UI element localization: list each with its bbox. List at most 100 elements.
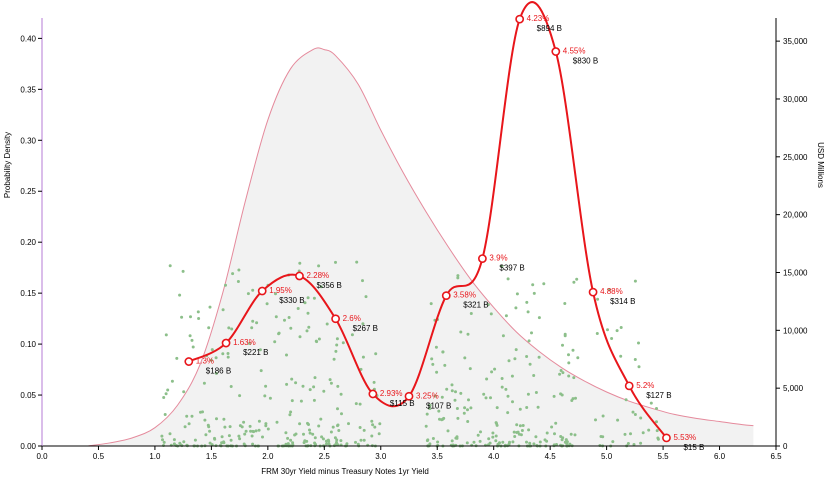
scatter-point-17 (242, 420, 246, 424)
scatter-point-267 (298, 335, 302, 339)
scatter-point-178 (302, 441, 306, 445)
scatter-point-199 (274, 292, 277, 296)
scatter-point-429 (512, 430, 516, 434)
scatter-point-323 (440, 395, 444, 399)
scatter-point-346 (558, 372, 562, 376)
scatter-point-113 (331, 425, 335, 429)
scatter-point-483 (520, 429, 524, 432)
scatter-point-99 (312, 398, 316, 402)
scatter-point-517 (606, 328, 609, 332)
density-line (87, 47, 754, 447)
scatter-point-42 (358, 402, 362, 406)
scatter-point-151 (264, 384, 268, 388)
scatter-point-416 (454, 390, 457, 394)
scatter-point-219 (361, 279, 364, 283)
scatter-point-522 (619, 326, 623, 329)
scatter-point-466 (431, 362, 435, 366)
scatter-point-212 (190, 414, 194, 418)
y-left-tick-label-5: 0.25 (20, 187, 36, 196)
scatter-point-412 (573, 433, 577, 437)
scatter-point-367 (515, 292, 519, 296)
scatter-point-510 (656, 437, 660, 441)
scatter-point-251 (238, 437, 242, 441)
scatter-point-493 (629, 432, 632, 436)
scatter-point-28 (251, 288, 255, 292)
scatter-point-195 (227, 434, 231, 438)
scatter-point-272 (354, 402, 358, 406)
point-pct-label-11: 4.88% (600, 287, 623, 296)
scatter-point-440 (538, 440, 542, 444)
scatter-point-501 (631, 410, 635, 414)
scatter-point-373 (426, 438, 430, 442)
scatter-point-398 (450, 439, 454, 443)
scatter-point-53 (258, 348, 262, 352)
scatter-point-508 (655, 420, 658, 424)
scatter-point-514 (601, 414, 605, 418)
scatter-point-21 (339, 439, 343, 443)
scatter-point-86 (180, 315, 184, 319)
point-pct-label-1: 1.63% (233, 338, 256, 347)
scatter-point-292 (500, 264, 504, 268)
y-left-tick-label-8: 0.40 (20, 34, 36, 43)
scatter-point-312 (445, 387, 449, 391)
scatter-point-33 (251, 442, 255, 446)
x-tick-label-0: 0.0 (36, 452, 48, 461)
scatter-point-184 (182, 440, 186, 444)
scatter-point-425 (459, 391, 463, 395)
scatter-point-98 (261, 435, 264, 439)
scatter-point-303 (532, 374, 536, 377)
scatter-point-454 (501, 440, 505, 444)
scatter-point-125 (335, 440, 338, 444)
scatter-point-296 (575, 277, 579, 281)
point-value-label-11: $314 B (610, 297, 635, 306)
scatter-point-55 (210, 348, 214, 352)
scatter-point-57 (161, 438, 164, 442)
scatter-point-165 (306, 421, 309, 425)
scatter-point-415 (482, 392, 486, 396)
series-point-3 (295, 271, 304, 281)
scatter-point-153 (313, 376, 317, 380)
point-pct-label-13: 5.53% (673, 433, 696, 442)
scatter-point-347 (504, 314, 508, 318)
scatter-point-58 (315, 340, 319, 344)
scatter-point-380 (501, 334, 505, 338)
scatter-point-258 (226, 352, 230, 355)
series-point-5 (368, 389, 378, 399)
point-pct-label-4: 2.6% (343, 314, 361, 323)
scatter-point-491 (615, 329, 619, 333)
scatter-point-43 (162, 396, 166, 399)
scatter-point-222 (223, 425, 227, 429)
scatter-point-137 (214, 356, 218, 360)
point-pct-label-2: 1.95% (269, 286, 292, 295)
scatter-point-305 (531, 283, 535, 287)
scatter-point-450 (572, 280, 576, 284)
scatter-point-167 (166, 388, 170, 392)
scatter-point-49 (307, 325, 311, 329)
x-tick-label-8: 4.0 (488, 452, 500, 461)
scatter-point-253 (231, 272, 235, 276)
scatter-point-504 (647, 428, 651, 432)
scatter-point-479 (534, 391, 538, 394)
scatter-point-364 (472, 440, 476, 444)
scatter-point-286 (465, 441, 469, 445)
scatter-point-103 (364, 295, 368, 299)
scatter-point-73 (372, 380, 376, 384)
point-value-label-4: $267 B (353, 324, 378, 333)
point-value-label-8: $397 B (499, 264, 524, 273)
scatter-point-314 (463, 356, 467, 360)
scatter-point-261 (298, 422, 302, 426)
x-tick-label-9: 4.5 (545, 452, 557, 461)
scatter-point-218 (340, 412, 343, 416)
scatter-point-350 (424, 424, 428, 428)
scatter-point-82 (328, 378, 332, 382)
scatter-point-521 (610, 337, 614, 340)
scatter-point-269 (182, 390, 186, 394)
scatter-point-100 (286, 436, 290, 440)
scatter-point-196 (252, 430, 256, 434)
scatter-point-186 (265, 302, 269, 306)
scatter-point-217 (244, 429, 248, 433)
point-value-label-9: $894 B (537, 24, 562, 33)
scatter-point-44 (302, 432, 305, 436)
scatter-point-460 (560, 438, 564, 442)
scatter-point-85 (362, 438, 366, 442)
